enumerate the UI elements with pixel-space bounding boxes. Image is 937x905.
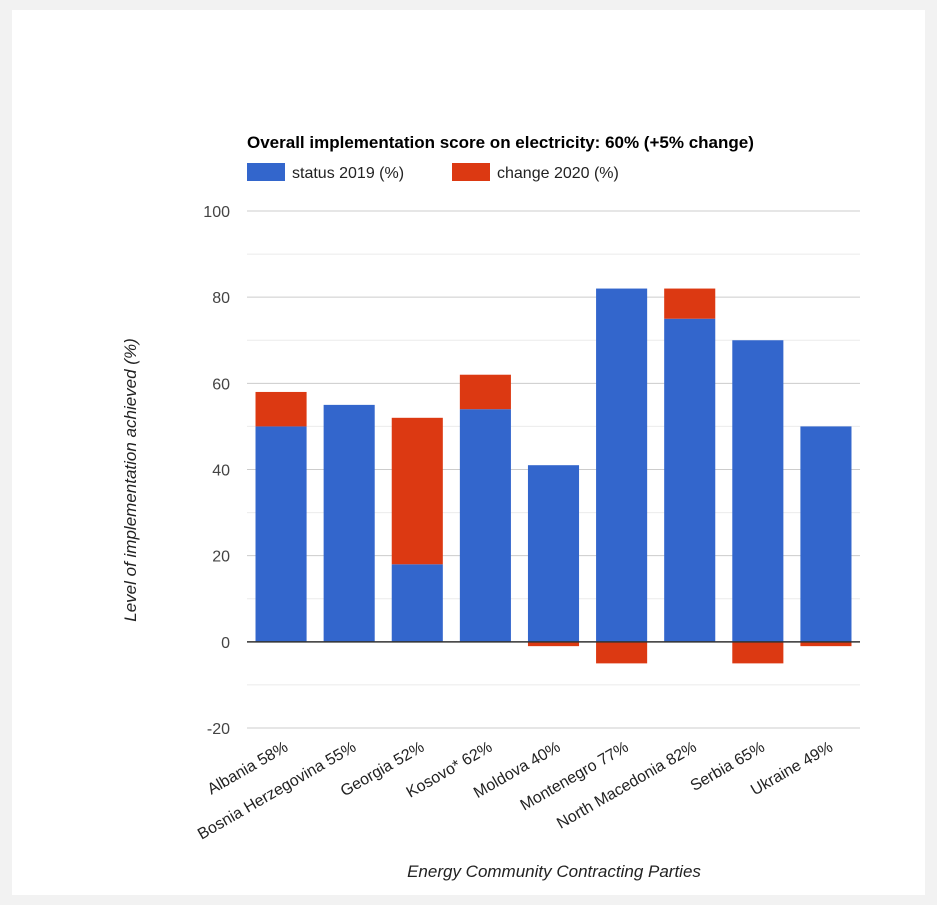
bar-status-2019: [459, 409, 511, 642]
legend: status 2019 (%) change 2020 (%): [247, 163, 619, 182]
y-tick-label: 80: [212, 290, 230, 307]
bar-change-2020: [664, 288, 716, 319]
x-axis-title: Energy Community Contracting Parties: [407, 862, 701, 881]
legend-label-change-2020: change 2020 (%): [497, 165, 619, 182]
chart-card: -20 0 20 40 60 80 100 Albania 58% Bosnia Herzego…: [12, 10, 925, 895]
bar-change-2020: [459, 374, 511, 410]
y-tick-label: 60: [212, 376, 230, 393]
bar-change-2020: [391, 417, 443, 565]
bars: [255, 288, 852, 664]
legend-label-status-2019: status 2019 (%): [292, 165, 404, 182]
bar-status-2019: [664, 318, 716, 642]
chart-title: Overall implementation score on electric…: [247, 133, 754, 152]
bar-status-2019: [255, 426, 307, 642]
y-tick-label: 40: [212, 463, 230, 480]
bar-status-2019: [800, 426, 852, 642]
y-tick-label: 0: [221, 635, 230, 652]
bar-status-2019: [527, 465, 580, 642]
legend-swatch-status-2019: [247, 163, 285, 181]
y-tick-label: 100: [203, 204, 230, 221]
legend-swatch-change-2020: [452, 163, 490, 181]
y-tick-label: 20: [212, 549, 230, 566]
bar-change-2020: [255, 391, 307, 427]
bar-change-2020: [596, 641, 648, 664]
y-tick-label: -20: [207, 721, 230, 738]
bar-change-2020: [800, 641, 852, 647]
y-axis-title: Level of implementation achieved (%): [121, 338, 140, 621]
bar-change-2020: [527, 641, 580, 647]
bar-status-2019: [391, 564, 443, 642]
bar-status-2019: [596, 288, 648, 642]
bar-status-2019: [732, 340, 784, 642]
bar-change-2020: [732, 641, 784, 664]
bar-status-2019: [323, 404, 375, 642]
